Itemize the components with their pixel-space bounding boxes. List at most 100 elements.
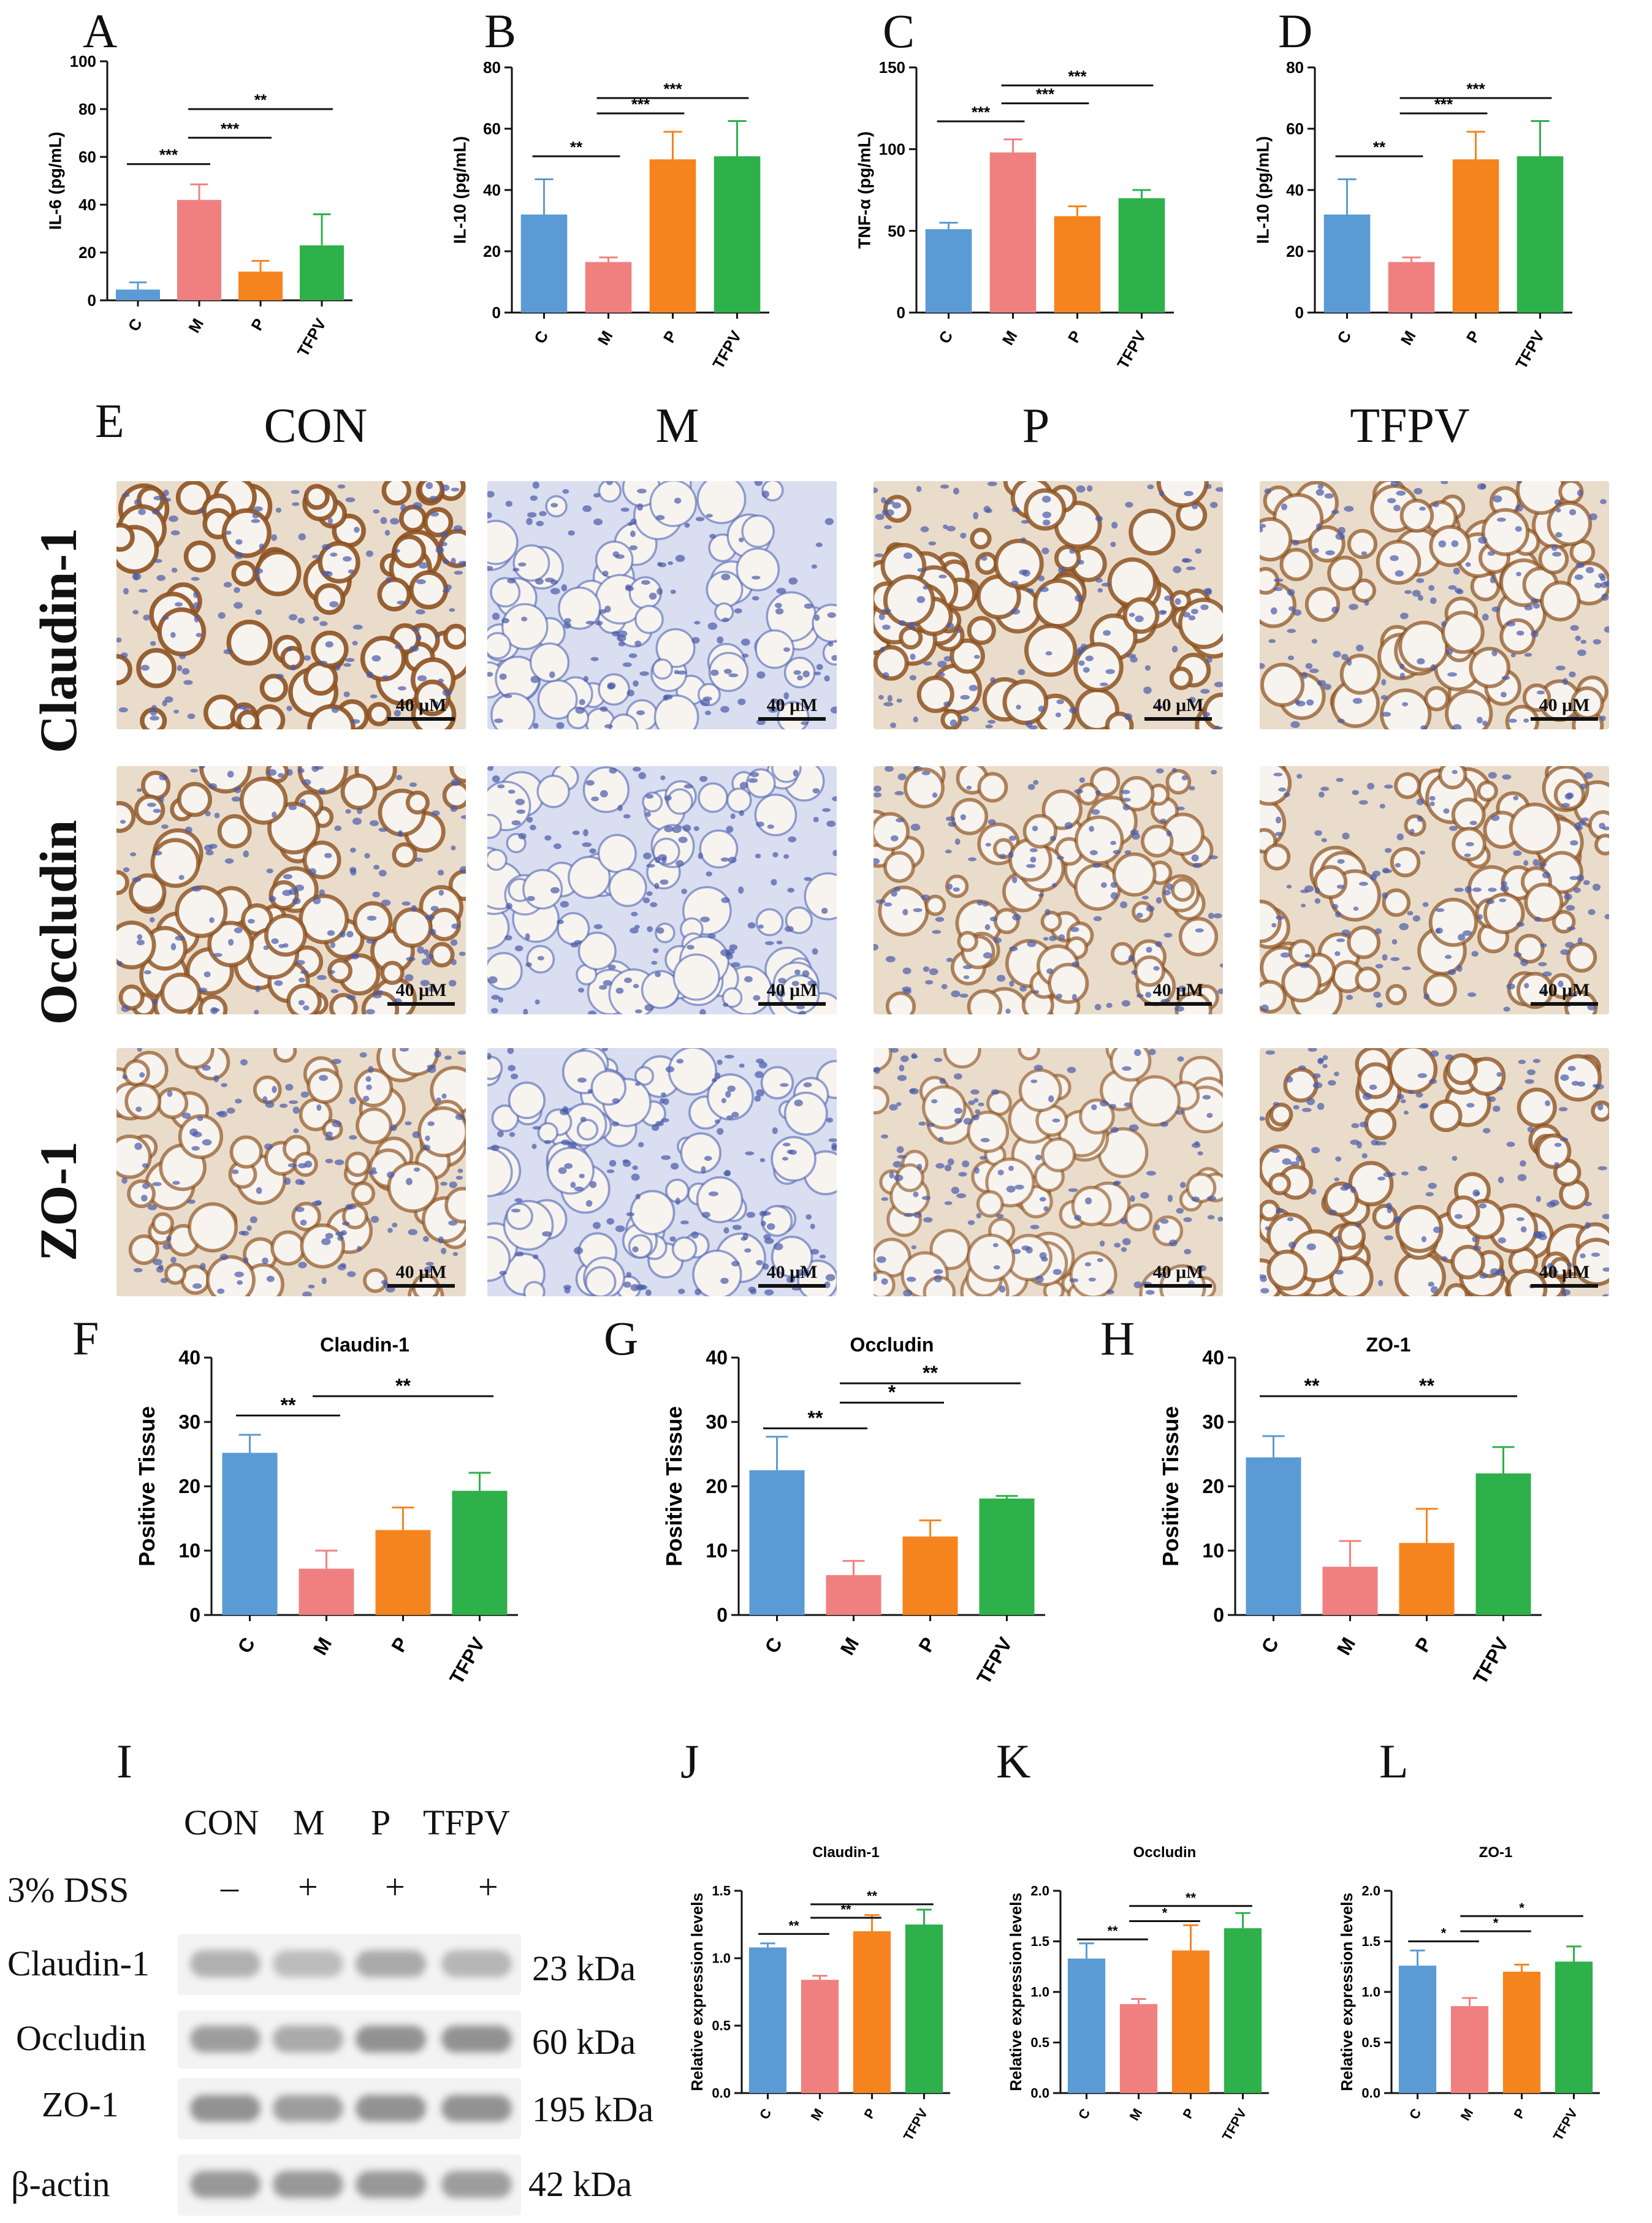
cell-nucleus [1523, 718, 1529, 723]
scale-bar: 40 μM [1144, 980, 1212, 1006]
cell-nucleus [202, 1065, 211, 1071]
goblet-cell [1355, 967, 1381, 992]
cell-nucleus [1536, 1195, 1541, 1203]
cell-nucleus [448, 1220, 458, 1226]
cell-nucleus [262, 1257, 268, 1264]
cell-nucleus [968, 857, 976, 862]
cell-nucleus [1140, 1191, 1149, 1199]
goblet-cell [1554, 1054, 1602, 1102]
y-tick-label: 40 [483, 181, 501, 199]
cell-nucleus [656, 927, 664, 934]
goblet-cell [537, 1122, 559, 1144]
goblet-cell [1364, 1108, 1397, 1141]
cell-nucleus [676, 1058, 684, 1064]
cell-nucleus [1049, 935, 1057, 941]
goblet-cell [977, 772, 1008, 803]
cell-nucleus [1286, 1076, 1293, 1083]
cell-nucleus [624, 977, 632, 983]
goblet-cell [1423, 973, 1457, 1007]
cell-nucleus [1148, 1049, 1156, 1055]
cell-nucleus [205, 810, 211, 816]
cell-nucleus [725, 1090, 731, 1098]
scale-bar-line [387, 717, 455, 721]
cell-nucleus [324, 853, 332, 859]
cell-nucleus [428, 929, 436, 935]
cell-nucleus [1471, 951, 1479, 957]
cell-nucleus [956, 1193, 967, 1199]
cell-nucleus [1361, 551, 1368, 556]
cell-nucleus [1029, 848, 1038, 853]
cell-nucleus [1121, 1247, 1127, 1252]
cell-nucleus [223, 582, 232, 588]
cell-nucleus [532, 1126, 541, 1130]
cell-nucleus [1527, 1069, 1536, 1076]
cell-nucleus [943, 656, 952, 662]
cell-nucleus [1276, 915, 1285, 920]
cell-nucleus [803, 1082, 812, 1088]
cell-nucleus [707, 622, 718, 630]
cell-nucleus [1038, 575, 1045, 582]
cell-nucleus [881, 509, 888, 515]
goblet-cell [584, 1266, 617, 1296]
cell-nucleus [1373, 991, 1381, 998]
cell-nucleus [642, 897, 650, 903]
cell-nucleus [427, 1064, 436, 1069]
cell-nucleus [1314, 830, 1322, 836]
cell-nucleus [1100, 882, 1107, 888]
cell-nucleus [227, 770, 234, 778]
cell-nucleus [706, 514, 713, 518]
cell-nucleus [1006, 1185, 1016, 1193]
cell-nucleus [691, 1231, 699, 1239]
cell-nucleus [639, 671, 649, 676]
goblet-cell [306, 1068, 343, 1104]
cell-nucleus [434, 1051, 442, 1058]
cell-nucleus [1124, 1102, 1132, 1108]
cell-nucleus [1490, 576, 1496, 583]
cell-nucleus [1331, 903, 1339, 910]
cell-nucleus [1416, 799, 1424, 805]
cell-nucleus [1200, 604, 1209, 610]
cell-nucleus [1214, 682, 1223, 688]
goblet-cell [1390, 846, 1421, 878]
goblet-cell [356, 1107, 393, 1144]
cell-nucleus [1600, 499, 1607, 504]
panel-label-f: F [72, 1312, 99, 1365]
cell-nucleus [654, 883, 660, 889]
cell-nucleus [670, 1163, 679, 1170]
cell-nucleus [874, 1274, 877, 1282]
ihc-micrograph: 40 μM [1260, 1048, 1609, 1296]
goblet-cell [874, 1085, 889, 1115]
goblet-cell [1260, 899, 1282, 944]
cell-nucleus [511, 820, 521, 826]
cell-nucleus [1593, 639, 1601, 645]
cell-nucleus [588, 1010, 596, 1014]
panel-label-e: E [95, 394, 124, 447]
cell-nucleus [788, 836, 796, 843]
cell-nucleus [213, 1075, 219, 1082]
cell-nucleus [635, 1284, 645, 1291]
goblet-cell [491, 1104, 519, 1133]
cell-nucleus [931, 1099, 938, 1104]
cell-nucleus [874, 792, 881, 798]
goblet-cell [1141, 824, 1174, 858]
cell-nucleus [1563, 893, 1572, 900]
chart-b-il10: 0 20 40 60 80 IL-10 (pg/mL) C M P TFPV ** *** *** [441, 43, 797, 398]
cell-nucleus [1041, 495, 1051, 503]
cell-nucleus [1083, 667, 1090, 673]
cell-nucleus [1143, 686, 1152, 694]
wb-band [441, 2095, 512, 2122]
goblet-cell [229, 1135, 263, 1169]
cell-nucleus [535, 578, 544, 585]
cell-nucleus [948, 821, 957, 827]
cell-nucleus [228, 938, 234, 946]
ihc-micrograph: 40 μM [487, 481, 837, 729]
cell-nucleus [951, 1187, 960, 1195]
cell-nucleus [1391, 939, 1398, 945]
cell-nucleus [1396, 833, 1404, 841]
bar [299, 1568, 354, 1615]
cell-nucleus [755, 853, 761, 859]
cell-nucleus [980, 1155, 987, 1160]
cell-nucleus [1099, 682, 1108, 686]
cell-nucleus [1341, 929, 1350, 936]
chart-title: ZO-1 [1366, 1334, 1411, 1356]
